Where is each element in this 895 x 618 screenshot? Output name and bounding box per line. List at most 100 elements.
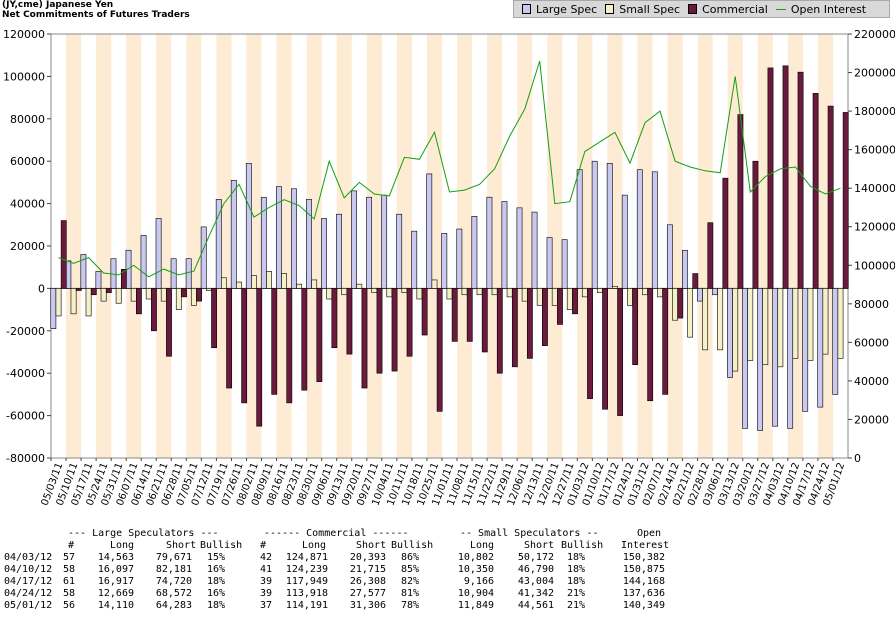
bar-large-spec [336,213,342,289]
cell-long3: 11,849 [457,600,494,611]
cell-long1: 16,097 [97,564,134,575]
cell-n2: 41 [260,564,273,575]
bar-commercial [391,288,398,372]
col-header-short-large: Short [166,540,197,551]
bar-small-spec [160,288,167,302]
bar-small-spec [311,279,318,289]
background-stripe [126,34,142,458]
cell-bull1: 15% [207,552,226,563]
chart-subtitle: Net Commitments of Futures Traders [2,10,190,20]
cell-short2: 26,308 [349,576,386,587]
bar-commercial [316,288,323,382]
bar-large-spec [787,288,794,429]
bar-large-spec [636,169,643,289]
cell-bull3: 21% [567,600,586,611]
bar-commercial [286,288,293,404]
bar-commercial [406,288,413,357]
bar-large-spec [426,173,433,289]
bar-commercial [752,160,759,289]
bar-large-spec [381,194,388,289]
bar-large-spec [817,288,824,408]
cell-bull3: 21% [567,588,586,599]
bar-large-spec [456,228,463,289]
cell-bull3: 18% [567,552,586,563]
cell-oi: 137,636 [622,588,665,599]
bar-large-spec [682,249,688,289]
bar-small-spec [341,288,348,296]
bar-commercial [662,288,669,395]
cell-oi: 150,382 [622,552,665,563]
bar-small-spec [596,288,603,293]
bar-commercial [782,65,789,289]
bar-small-spec [581,288,588,298]
col-header-short-small: Short [524,540,555,551]
bar-commercial [120,269,127,289]
y-left-tick-label: 40000 [10,198,45,211]
bar-small-spec [356,283,363,289]
y-right-tick-label: 200000 [854,67,895,80]
cell-short2: 27,577 [349,588,386,599]
bar-commercial [241,288,248,404]
bar-commercial [557,288,563,325]
cell-n1: 58 [63,564,76,575]
cell-bull2: 78% [401,600,420,611]
cell-date: 04/24/12 [4,588,53,599]
bar-commercial [90,288,97,296]
y-right-tick-label: 140000 [854,182,895,195]
table-row: 04/17/12 61 16,917 74,720 18% 39 117,949 26,308… [0,576,895,588]
legend-label-open-interest: Open Interest [790,2,867,16]
bar-commercial [105,288,112,293]
bar-small-spec [792,288,799,359]
bar-commercial [376,288,383,374]
bar-small-spec [536,288,543,306]
table-group-header-row: --- Large Speculators --- ------ Commerc… [0,528,895,540]
legend-label-commercial: Commercial [702,2,768,16]
bar-commercial [511,288,518,368]
legend-item-commercial: Commercial [688,3,768,16]
bar-commercial [526,288,533,359]
cell-bull1: 18% [207,600,226,611]
background-stripe [547,34,563,458]
col-header-open-interest: Interest [621,540,670,551]
bar-large-spec [576,169,583,289]
bar-commercial [136,288,142,315]
y-right-tick-label: 0 [854,452,861,465]
bar-large-spec [501,201,508,289]
cell-long2: 124,239 [285,564,328,575]
bar-commercial [572,288,578,315]
y-right-tick-label: 160000 [854,144,895,157]
cell-n1: 61 [63,576,76,587]
cell-short1: 68,572 [155,588,192,599]
cell-n2: 39 [260,576,273,587]
bar-large-spec [50,288,57,329]
bar-small-spec [190,288,197,306]
background-stripe [186,34,202,458]
col-header-short-commercial: Short [356,540,387,551]
bar-small-spec [251,275,257,289]
cell-short1: 79,671 [155,552,192,563]
y-right-tick-label: 40000 [854,375,889,388]
bar-small-spec [747,288,754,361]
bar-large-spec [561,239,568,289]
bar-commercial [75,288,82,291]
bar-small-spec [431,279,438,289]
legend-swatch-large-spec [522,4,531,14]
bar-small-spec [717,288,724,351]
legend-label-large-spec: Large Spec [536,2,598,16]
cell-short1: 74,720 [155,576,192,587]
cell-long1: 14,563 [97,552,134,563]
cell-n2: 39 [260,588,273,599]
col-header-bullish-small: Bullish [561,540,604,551]
cell-long2: 124,871 [285,552,328,563]
bar-commercial [301,288,308,391]
bar-commercial [151,288,157,332]
cell-bull3: 18% [567,576,586,587]
bar-large-spec [411,230,418,289]
cell-short2: 20,393 [349,552,386,563]
bar-small-spec [416,288,423,300]
bar-commercial [797,71,804,289]
cell-long2: 114,191 [285,600,328,611]
bar-small-spec [687,288,694,338]
bar-commercial [632,288,639,366]
bar-small-spec [807,288,814,361]
